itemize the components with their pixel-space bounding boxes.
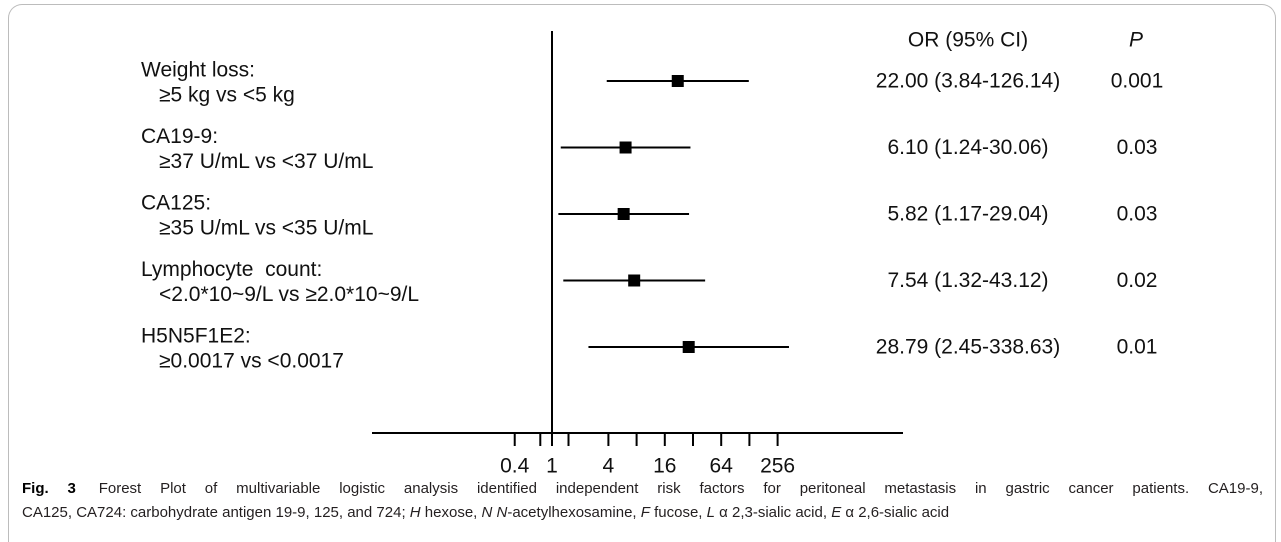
row-label-ca19-9: CA19-9: (141, 125, 218, 148)
figure-caption-line-2: CA125, CA724: carbohydrate antigen 19-9,… (22, 501, 1263, 525)
caption-def-26-sialic: α 2,6-sialic acid (841, 504, 950, 521)
caption-symbol-e: E (831, 504, 842, 521)
caption-symbol-n: N N (481, 504, 508, 521)
or-marker-h5n5f1e2 (682, 341, 695, 353)
p-value-ca125: 0.03 (1117, 203, 1158, 226)
caption-symbol-f: F (640, 504, 650, 521)
or-marker-ca125 (617, 208, 630, 220)
caption-symbol-l: L (706, 504, 715, 521)
row-comparison-h5n5f1e2: ≥0.0017 vs <0.0017 (159, 350, 344, 373)
row-comparison-weight-loss: ≥5 kg vs <5 kg (159, 84, 295, 107)
row-comparison-ca19-9: ≥37 U/mL vs <37 U/mL (159, 150, 373, 173)
row-comparison-lymphocyte-count: <2.0*10~9/L vs ≥2.0*10~9/L (159, 283, 419, 306)
or-ci-text-ca125: 5.82 (1.17-29.04) (887, 203, 1048, 226)
row-comparison-ca125: ≥35 U/mL vs <35 U/mL (159, 217, 373, 240)
p-value-h5n5f1e2: 0.01 (1117, 336, 1158, 359)
row-label-weight-loss: Weight loss: (141, 59, 255, 82)
row-label-ca125: CA125: (141, 192, 211, 215)
p-column-header: P (1129, 29, 1143, 52)
x-tick-label-1: 1 (546, 455, 558, 478)
caption-abbreviations: CA125, CA724: carbohydrate antigen 19-9,… (22, 504, 410, 521)
p-value-ca19-9: 0.03 (1117, 136, 1158, 159)
caption-symbol-h: H (409, 504, 421, 521)
x-tick-label-256: 256 (760, 455, 795, 478)
or-marker-weight-loss (671, 75, 684, 87)
row-label-h5n5f1e2: H5N5F1E2: (141, 325, 251, 348)
or-marker-lymphocyte-count (628, 274, 641, 287)
x-tick-label-4: 4 (603, 455, 615, 478)
figure-frame (8, 4, 1276, 542)
or-ci-text-h5n5f1e2: 28.79 (2.45-338.63) (876, 336, 1060, 359)
or-ci-column-header: OR (95% CI) (908, 29, 1028, 52)
caption-def-acetylhexosamine: -acetylhexosamine, (507, 504, 641, 521)
or-ci-text-ca19-9: 6.10 (1.24-30.06) (887, 136, 1048, 159)
caption-def-hexose: hexose, (420, 504, 482, 521)
or-ci-text-weight-loss: 22.00 (3.84-126.14) (876, 70, 1060, 93)
p-value-weight-loss: 0.001 (1111, 70, 1164, 93)
figure-label: Fig. 3 (22, 480, 76, 497)
p-value-lymphocyte-count: 0.02 (1117, 269, 1158, 292)
caption-def-fucose: fucose, (649, 504, 707, 521)
or-marker-ca19-9 (619, 141, 632, 154)
or-ci-text-lymphocyte-count: 7.54 (1.32-43.12) (887, 269, 1048, 292)
figure-caption-line-1: Fig. 3 Forest Plot of multivariable logi… (22, 477, 1263, 501)
caption-def-23-sialic: α 2,3-sialic acid, (714, 504, 832, 521)
caption-text: Forest Plot of multivariable logistic an… (98, 480, 1263, 497)
x-tick-label-0-4: 0.4 (500, 455, 530, 478)
row-label-lymphocyte-count: Lymphocyte count: (141, 258, 322, 281)
x-tick-label-16: 16 (653, 455, 676, 478)
x-tick-label-64: 64 (710, 455, 734, 478)
